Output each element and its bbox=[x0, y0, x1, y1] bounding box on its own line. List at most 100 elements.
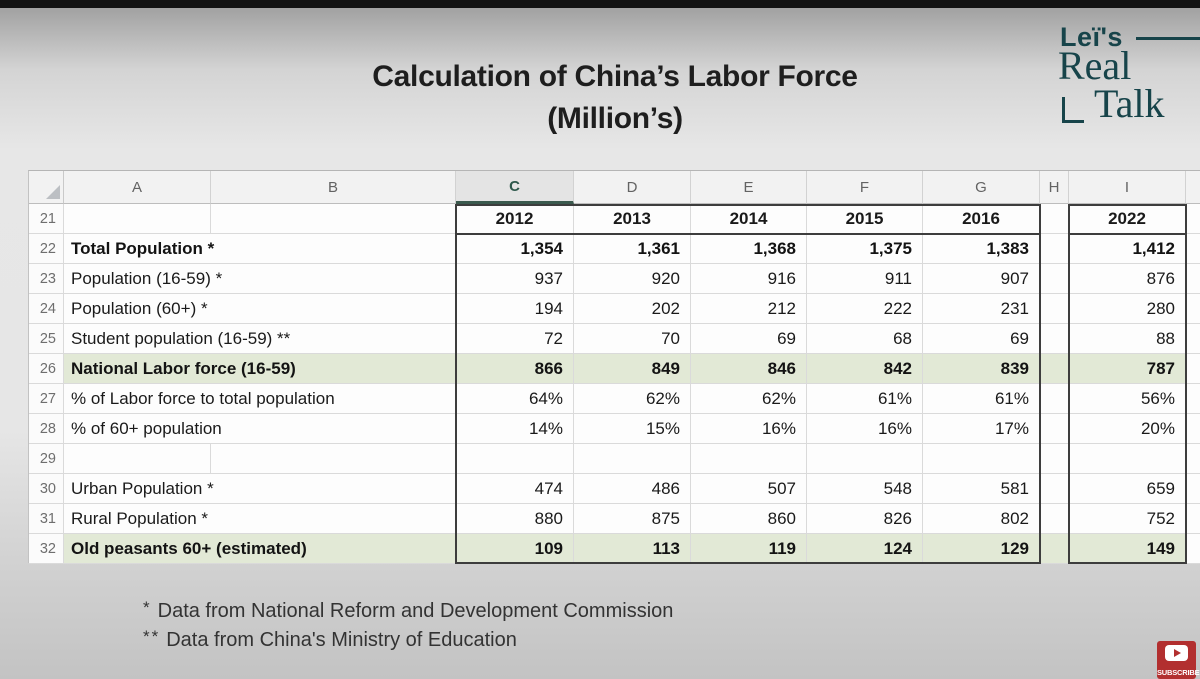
row-number-24[interactable]: 24 bbox=[29, 294, 64, 324]
cell-I22[interactable]: 1,412 bbox=[1069, 234, 1186, 264]
cell-E27[interactable]: 62% bbox=[691, 384, 807, 414]
cell-E23[interactable]: 916 bbox=[691, 264, 807, 294]
cell-H21[interactable] bbox=[1040, 204, 1069, 234]
cell-H29[interactable] bbox=[1040, 444, 1069, 474]
cell-G31[interactable]: 802 bbox=[923, 504, 1040, 534]
cell-B21[interactable] bbox=[211, 204, 456, 234]
cell-label-27[interactable]: % of Labor force to total population bbox=[64, 384, 456, 414]
row-number-21[interactable]: 21 bbox=[29, 204, 64, 234]
cell-F31[interactable]: 826 bbox=[807, 504, 923, 534]
column-header-G[interactable]: G bbox=[923, 171, 1040, 204]
cell-G26[interactable]: 839 bbox=[923, 354, 1040, 384]
cell-G28[interactable]: 17% bbox=[923, 414, 1040, 444]
cell-D28[interactable]: 15% bbox=[574, 414, 691, 444]
cell-F29[interactable] bbox=[807, 444, 923, 474]
cell-label-26[interactable]: National Labor force (16-59) bbox=[64, 354, 456, 384]
cell-E32[interactable]: 119 bbox=[691, 534, 807, 564]
row-number-30[interactable]: 30 bbox=[29, 474, 64, 504]
cell-D30[interactable]: 486 bbox=[574, 474, 691, 504]
subscribe-button[interactable]: SUBSCRIBE bbox=[1157, 641, 1200, 679]
cell-E29[interactable] bbox=[691, 444, 807, 474]
cell-E22[interactable]: 1,368 bbox=[691, 234, 807, 264]
cell-F26[interactable]: 842 bbox=[807, 354, 923, 384]
select-all-corner[interactable] bbox=[29, 171, 64, 204]
cell-I29[interactable] bbox=[1069, 444, 1186, 474]
cell-I28[interactable]: 20% bbox=[1069, 414, 1186, 444]
cell-E24[interactable]: 212 bbox=[691, 294, 807, 324]
column-header-C[interactable]: C bbox=[456, 171, 574, 204]
cell-F23[interactable]: 911 bbox=[807, 264, 923, 294]
cell-label-23[interactable]: Population (16-59) * bbox=[64, 264, 456, 294]
cell-E26[interactable]: 846 bbox=[691, 354, 807, 384]
cell-C26[interactable]: 866 bbox=[456, 354, 574, 384]
cell-C25[interactable]: 72 bbox=[456, 324, 574, 354]
cell-C22[interactable]: 1,354 bbox=[456, 234, 574, 264]
column-header-I[interactable]: I bbox=[1069, 171, 1186, 204]
cell-G23[interactable]: 907 bbox=[923, 264, 1040, 294]
row-number-29[interactable]: 29 bbox=[29, 444, 64, 474]
cell-H31[interactable] bbox=[1040, 504, 1069, 534]
cell-I30[interactable]: 659 bbox=[1069, 474, 1186, 504]
cell-I23[interactable]: 876 bbox=[1069, 264, 1186, 294]
cell-I27[interactable]: 56% bbox=[1069, 384, 1186, 414]
cell-D27[interactable]: 62% bbox=[574, 384, 691, 414]
cell-C30[interactable]: 474 bbox=[456, 474, 574, 504]
cell-G30[interactable]: 581 bbox=[923, 474, 1040, 504]
cell-G25[interactable]: 69 bbox=[923, 324, 1040, 354]
cell-H23[interactable] bbox=[1040, 264, 1069, 294]
cell-F30[interactable]: 548 bbox=[807, 474, 923, 504]
cell-label-22[interactable]: Total Population * bbox=[64, 234, 456, 264]
cell-label-32[interactable]: Old peasants 60+ (estimated) bbox=[64, 534, 456, 564]
cell-I31[interactable]: 752 bbox=[1069, 504, 1186, 534]
cell-G21[interactable]: 2016 bbox=[923, 204, 1040, 234]
cell-C21[interactable]: 2012 bbox=[456, 204, 574, 234]
column-header-A[interactable]: A bbox=[64, 171, 211, 204]
column-header-B[interactable]: B bbox=[211, 171, 456, 204]
cell-F28[interactable]: 16% bbox=[807, 414, 923, 444]
cell-B29[interactable] bbox=[211, 444, 456, 474]
cell-C28[interactable]: 14% bbox=[456, 414, 574, 444]
cell-C24[interactable]: 194 bbox=[456, 294, 574, 324]
cell-H30[interactable] bbox=[1040, 474, 1069, 504]
cell-I25[interactable]: 88 bbox=[1069, 324, 1186, 354]
cell-G22[interactable]: 1,383 bbox=[923, 234, 1040, 264]
cell-G29[interactable] bbox=[923, 444, 1040, 474]
row-number-23[interactable]: 23 bbox=[29, 264, 64, 294]
cell-label-25[interactable]: Student population (16-59) ** bbox=[64, 324, 456, 354]
column-header-D[interactable]: D bbox=[574, 171, 691, 204]
cell-I24[interactable]: 280 bbox=[1069, 294, 1186, 324]
cell-D29[interactable] bbox=[574, 444, 691, 474]
cell-G27[interactable]: 61% bbox=[923, 384, 1040, 414]
cell-I26[interactable]: 787 bbox=[1069, 354, 1186, 384]
cell-H32[interactable] bbox=[1040, 534, 1069, 564]
row-number-22[interactable]: 22 bbox=[29, 234, 64, 264]
cell-D22[interactable]: 1,361 bbox=[574, 234, 691, 264]
cell-D23[interactable]: 920 bbox=[574, 264, 691, 294]
cell-H26[interactable] bbox=[1040, 354, 1069, 384]
cell-label-24[interactable]: Population (60+) * bbox=[64, 294, 456, 324]
cell-H27[interactable] bbox=[1040, 384, 1069, 414]
cell-H22[interactable] bbox=[1040, 234, 1069, 264]
cell-F21[interactable]: 2015 bbox=[807, 204, 923, 234]
cell-label-31[interactable]: Rural Population * bbox=[64, 504, 456, 534]
cell-F22[interactable]: 1,375 bbox=[807, 234, 923, 264]
cell-E25[interactable]: 69 bbox=[691, 324, 807, 354]
cell-C29[interactable] bbox=[456, 444, 574, 474]
cell-H25[interactable] bbox=[1040, 324, 1069, 354]
cell-A29[interactable] bbox=[64, 444, 211, 474]
cell-label-28[interactable]: % of 60+ population bbox=[64, 414, 456, 444]
cell-I32[interactable]: 149 bbox=[1069, 534, 1186, 564]
cell-F32[interactable]: 124 bbox=[807, 534, 923, 564]
row-number-26[interactable]: 26 bbox=[29, 354, 64, 384]
cell-E30[interactable]: 507 bbox=[691, 474, 807, 504]
cell-D31[interactable]: 875 bbox=[574, 504, 691, 534]
cell-C23[interactable]: 937 bbox=[456, 264, 574, 294]
cell-label-30[interactable]: Urban Population * bbox=[64, 474, 456, 504]
column-header-H[interactable]: H bbox=[1040, 171, 1069, 204]
cell-E28[interactable]: 16% bbox=[691, 414, 807, 444]
cell-F25[interactable]: 68 bbox=[807, 324, 923, 354]
cell-C31[interactable]: 880 bbox=[456, 504, 574, 534]
row-number-25[interactable]: 25 bbox=[29, 324, 64, 354]
column-header-F[interactable]: F bbox=[807, 171, 923, 204]
row-number-27[interactable]: 27 bbox=[29, 384, 64, 414]
